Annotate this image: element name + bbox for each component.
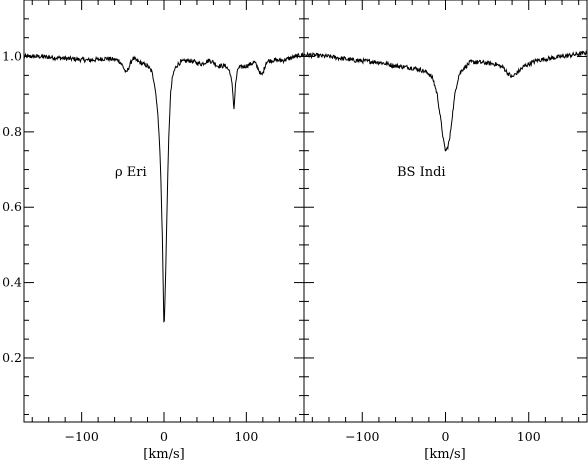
right-x-axis-label: [km/s] bbox=[424, 447, 465, 462]
left-x-axis-label: [km/s] bbox=[143, 447, 184, 462]
bs-indi-label: BS Indi bbox=[397, 165, 446, 180]
left-tick-marks bbox=[24, 0, 304, 422]
right-tick-marks bbox=[304, 0, 587, 422]
x-tick-label: 100 bbox=[517, 429, 541, 444]
left-plot-frame bbox=[23, 0, 305, 423]
y-tick-label: 0.2 bbox=[2, 350, 22, 365]
x-tick-label: 100 bbox=[234, 429, 258, 444]
bs-indi-spectrum-line bbox=[303, 50, 588, 152]
rho-eri-label: ρ Eri bbox=[115, 165, 147, 180]
panel-rho-eri: −100 0 100 0.2 0.4 0.6 0.8 1.0 ρ Eri [km/s] bbox=[2, 0, 305, 462]
x-tick-label: −100 bbox=[64, 429, 98, 444]
right-tick-labels: −100 0 100 bbox=[345, 429, 541, 444]
left-tick-labels: −100 0 100 0.2 0.4 0.6 0.8 1.0 bbox=[2, 49, 258, 444]
right-plot-frame bbox=[303, 0, 588, 423]
y-tick-label: 0.6 bbox=[2, 199, 22, 214]
x-tick-label: 0 bbox=[442, 429, 450, 444]
panel-bs-indi: −100 0 100 BS Indi [km/s] bbox=[303, 0, 588, 462]
y-tick-label: 0.4 bbox=[2, 275, 22, 290]
rho-eri-spectrum-line bbox=[23, 52, 304, 323]
y-tick-label: 0.8 bbox=[2, 124, 22, 139]
x-tick-label: −100 bbox=[345, 429, 379, 444]
x-tick-label: 0 bbox=[160, 429, 168, 444]
y-tick-label: 1.0 bbox=[2, 49, 22, 64]
